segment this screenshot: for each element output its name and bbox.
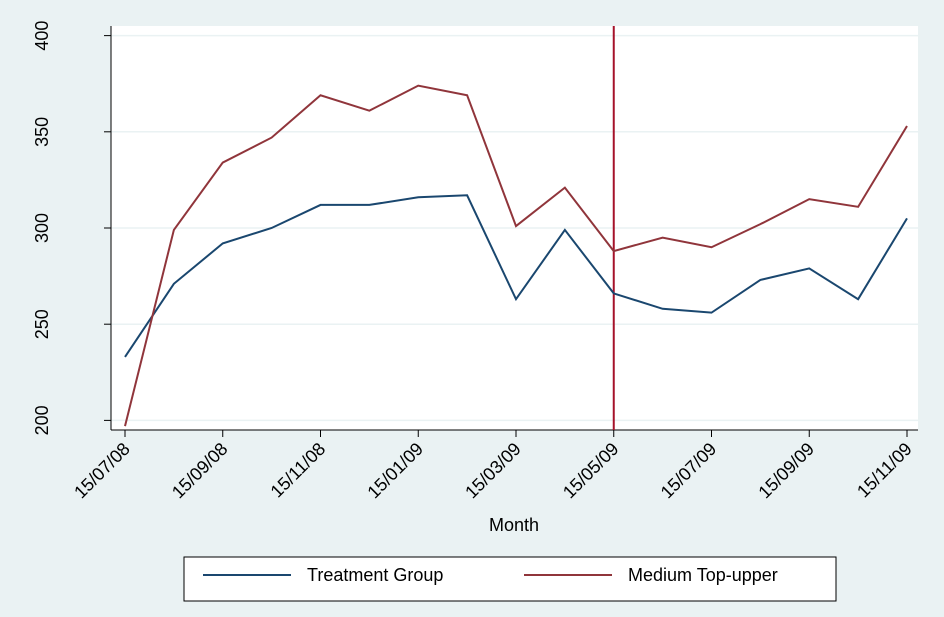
y-tick-label: 400: [32, 21, 52, 51]
line-series: [124, 194, 908, 358]
legend-label: Treatment Group: [307, 565, 443, 585]
y-tick-label: 200: [32, 405, 52, 435]
y-tick-label: 300: [32, 213, 52, 243]
legend-box: [183, 556, 837, 602]
y-tick-label: 250: [32, 309, 52, 339]
x-axis-title: Month: [489, 515, 539, 535]
legend-label: Medium Top-upper: [628, 565, 778, 585]
y-tick-label: 350: [32, 117, 52, 147]
line-series: [124, 84, 908, 427]
